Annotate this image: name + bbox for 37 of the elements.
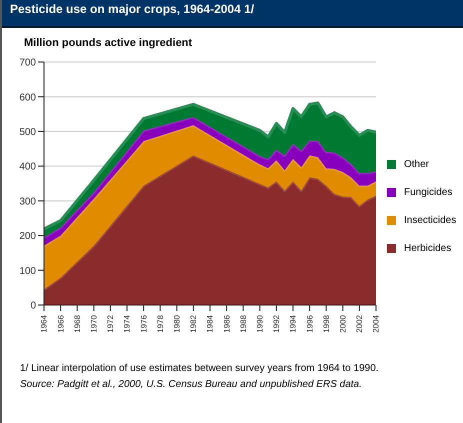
x-tick-label: 1992 (272, 314, 282, 333)
x-tick-label: 1986 (222, 314, 232, 333)
x-tick-label: 1984 (206, 314, 215, 333)
y-tick-label: 700 (19, 58, 36, 69)
y-tick-label: 200 (19, 231, 36, 242)
x-tick-label: 1970 (89, 314, 98, 333)
y-tick-label: 500 (19, 126, 36, 138)
text: 1/ Linear interpolation of use estimates between survey years from 1964 to 1990. (20, 363, 380, 375)
legend-label: Herbicides (404, 242, 452, 254)
x-tick-label: 2004 (372, 314, 381, 333)
y-tick-label: 300 (19, 196, 36, 208)
source-note: Source: Padgitt et al., 2000, U.S. Census Bureau and unpublished ERS data. (20, 379, 363, 391)
x-tick-label: 1994 (288, 314, 298, 333)
y-tick-label: 0 (30, 300, 36, 312)
y-tick-label: 400 (19, 162, 36, 173)
x-tick-label: 1978 (156, 314, 165, 333)
x-tick-label: 1976 (139, 314, 148, 333)
x-tick-label: 1988 (238, 314, 248, 333)
x-tick-label: 1982 (189, 314, 198, 333)
legend-label: Insecticides (404, 214, 456, 226)
x-tick-label: 1966 (56, 314, 66, 333)
y-tick-label: 100 (19, 266, 36, 277)
x-tick-label: 2000 (338, 314, 348, 333)
legend-label: Other (404, 158, 430, 170)
legend-label: Fungicides (404, 186, 452, 198)
chart-title: Pesticide use on major crops, 1964-2004 1/ (2, 0, 463, 28)
x-tick-label: 1974 (122, 314, 132, 333)
x-tick-label: 1964 (40, 314, 49, 333)
y-tick-label: 600 (19, 92, 36, 104)
x-tick-label: 1972 (106, 314, 116, 333)
x-tick-label: 1980 (172, 314, 182, 333)
x-tick-label: 1998 (322, 314, 331, 333)
y-axis-title: Million pounds active ingredient (24, 37, 192, 49)
x-tick-label: 1990 (255, 314, 264, 333)
x-tick-label: 1996 (305, 314, 314, 333)
x-tick-label: 2002 (355, 314, 364, 333)
x-tick-label: 1968 (72, 314, 82, 333)
